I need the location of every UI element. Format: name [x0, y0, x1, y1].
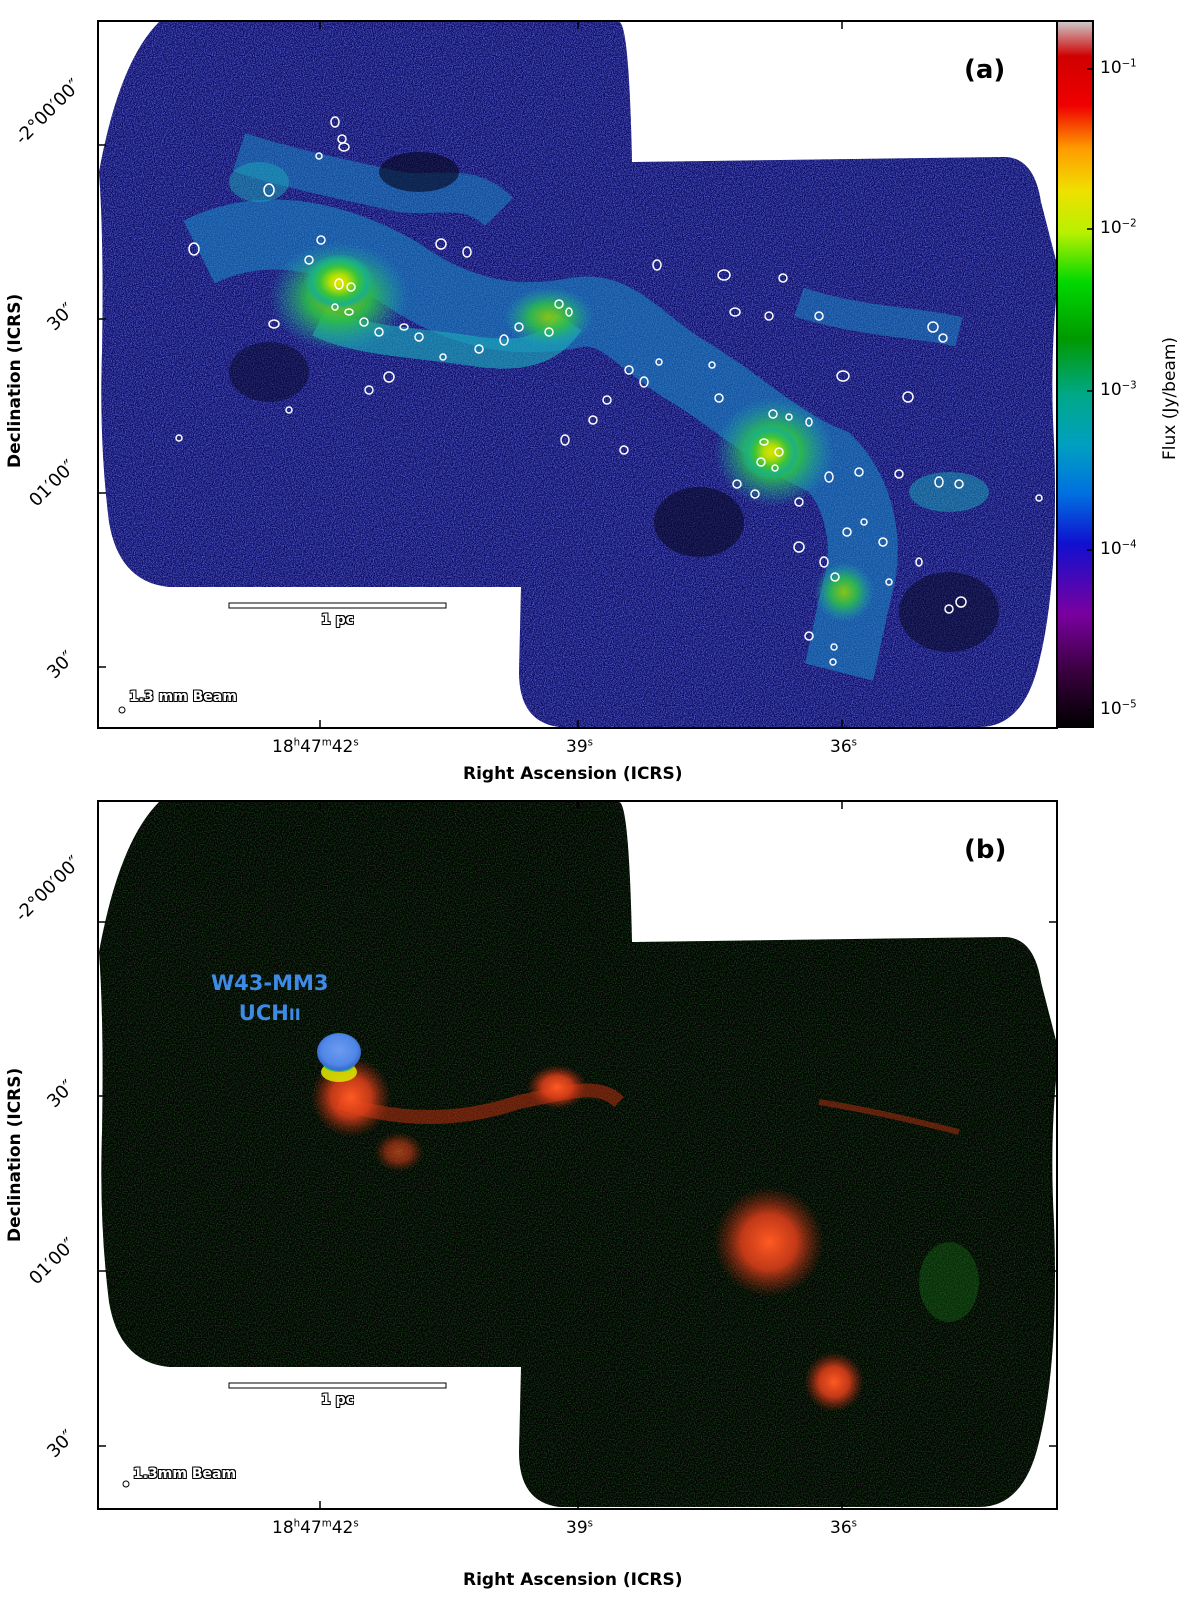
scale-bar-label: 1 pc: [321, 612, 354, 628]
x-tick-label: 36s: [830, 1518, 857, 1538]
scale-bar: [228, 1382, 447, 1389]
colorbar: [1056, 20, 1094, 728]
scale-bar-label: 1 pc: [321, 1392, 354, 1408]
core-ellipses: [175, 116, 1043, 666]
y-axis-title: Declination (ICRS): [5, 293, 25, 468]
y-axis-title: Declination (ICRS): [5, 1067, 25, 1242]
colorbar-tick: 10−3: [1100, 380, 1137, 400]
continuum-map-a: [99, 22, 1056, 727]
x-tick-label: 18h47m42s: [272, 1518, 359, 1538]
x-tick-label: 39s: [566, 737, 593, 757]
axis-ticks-a: [97, 20, 843, 729]
x-tick-label: 36s: [830, 737, 857, 757]
colorbar-title: Flux (Jy/beam): [1160, 336, 1180, 460]
axis-ticks-b: [97, 800, 1058, 1510]
panel-b: W43-MM3 UCHII 1 pc 1.3mm Beam (b) -2°00′…: [0, 800, 1200, 1607]
x-tick-label: 39s: [566, 1518, 593, 1538]
x-tick-label: 18h47m42s: [272, 737, 359, 757]
image-frame-a: 1 pc 1.3 mm Beam (a): [97, 20, 1058, 729]
beam-ellipse: [118, 706, 126, 714]
colorbar-tick: 10−2: [1100, 218, 1137, 238]
source-annotation: W43-MM3 UCHII: [211, 971, 329, 1025]
panel-label: (b): [964, 835, 1007, 865]
panel-a: 1 pc 1.3 mm Beam (a) -2°00′00″ 30″ 01′00…: [0, 0, 1200, 800]
beam-label: 1.3mm Beam: [133, 1466, 237, 1482]
beam-label: 1.3 mm Beam: [129, 689, 237, 705]
image-frame-b: W43-MM3 UCHII 1 pc 1.3mm Beam (b): [97, 800, 1058, 1510]
colorbar-tick: 10−1: [1100, 58, 1137, 78]
scale-bar: [228, 602, 447, 609]
colorbar-tick: 10−4: [1100, 539, 1137, 559]
colorbar-tick: 10−5: [1100, 699, 1137, 719]
panel-label: (a): [964, 55, 1006, 85]
rgb-composite-map-b: [99, 802, 1056, 1508]
x-axis-title: Right Ascension (ICRS): [463, 1570, 683, 1590]
x-axis-title: Right Ascension (ICRS): [463, 764, 683, 784]
beam-ellipse: [122, 1480, 130, 1488]
